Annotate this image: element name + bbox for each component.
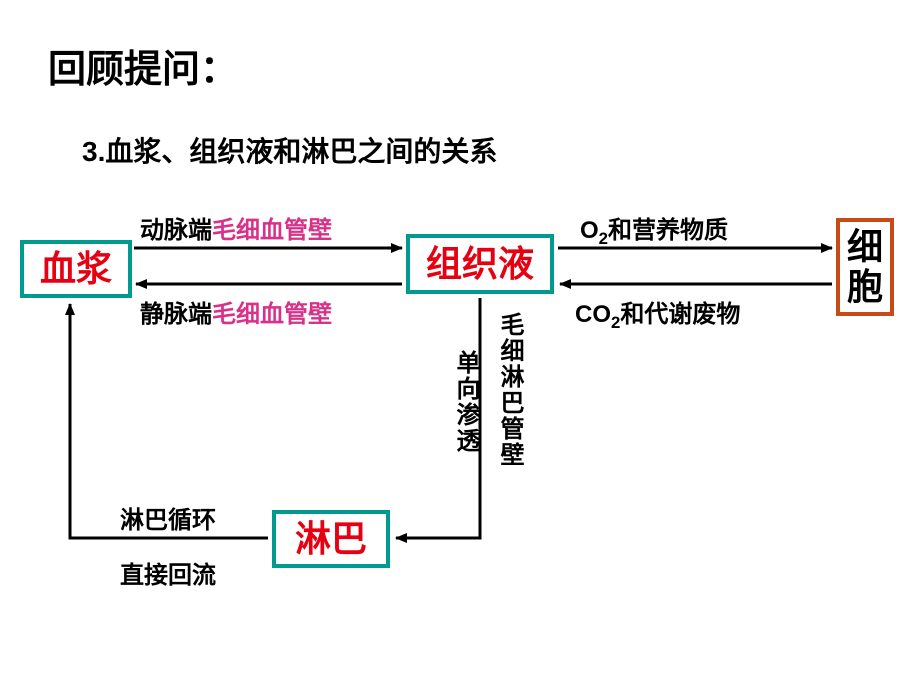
label-lymph-capillary-wall: 毛细淋巴管壁 <box>492 312 527 468</box>
box-tissue-text: 组织液 <box>426 244 534 284</box>
box-tissue-fluid: 组织液 <box>406 234 554 294</box>
label-lymph-circulation: 淋巴循环 <box>120 500 216 535</box>
label-co2-waste: CO2和代谢废物 <box>575 294 740 333</box>
label-venous-capillary: 静脉端毛细血管壁 <box>140 294 332 329</box>
label-arterial-mag: 毛细血管壁 <box>212 217 332 244</box>
box-lymph: 淋巴 <box>272 510 390 568</box>
box-cell: 细 胞 <box>836 218 894 316</box>
label-arterial-capillary: 动脉端毛细血管壁 <box>140 210 332 245</box>
label-arterial-pre: 动脉端 <box>140 217 212 244</box>
box-plasma: 血浆 <box>20 240 132 298</box>
page-title: 回顾提问： <box>48 38 238 93</box>
label-oxygen-nutrients: O2和营养物质 <box>580 210 728 249</box>
label-one-way-permeation: 单向渗透 <box>448 350 483 454</box>
box-lymph-text: 淋巴 <box>295 519 367 559</box>
box-plasma-text: 血浆 <box>40 249 112 289</box>
label-direct-return: 直接回流 <box>120 555 216 590</box>
label-venous-pre: 静脉端 <box>140 301 212 328</box>
subtitle: 3.血浆、组织液和淋巴之间的关系 <box>82 130 497 170</box>
label-venous-mag: 毛细血管壁 <box>212 301 332 328</box>
box-cell-text: 细 胞 <box>847 227 883 306</box>
